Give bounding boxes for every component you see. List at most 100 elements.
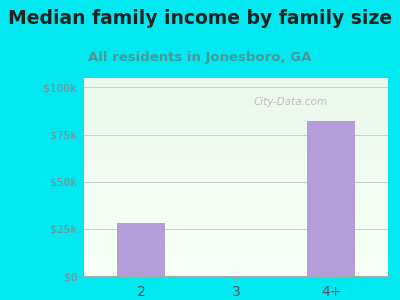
Bar [84,264,388,266]
Bar [84,214,388,217]
Bar [84,266,388,268]
Bar [84,80,388,82]
Bar [84,120,388,122]
Bar [84,230,388,232]
Bar [84,179,388,181]
Bar [84,124,388,125]
Bar [84,102,388,104]
Bar [84,199,388,201]
Bar [84,116,388,118]
Bar [84,173,388,175]
Bar [84,84,388,86]
Bar [84,183,388,185]
Bar [84,256,388,258]
Bar [84,131,388,134]
Bar [84,82,388,84]
Bar [84,270,388,272]
Bar [84,189,388,191]
Bar [84,108,388,110]
Bar [84,217,388,219]
Bar [84,268,388,270]
Bar [84,100,388,102]
Bar [84,181,388,183]
Bar [84,118,388,120]
Bar [84,104,388,106]
Bar [84,219,388,220]
Bar [84,125,388,128]
Bar [84,213,388,214]
Bar [84,137,388,140]
Bar [84,195,388,197]
Bar [84,234,388,236]
Bar [84,122,388,124]
Bar [84,161,388,163]
Bar [84,88,388,90]
Bar [84,260,388,262]
Bar [84,211,388,213]
Bar [84,90,388,92]
Bar [84,258,388,260]
Bar [84,187,388,189]
Bar [84,207,388,209]
Bar [84,155,388,157]
Bar [84,201,388,203]
Bar [84,141,388,143]
Bar [84,110,388,112]
Bar [84,177,388,179]
Text: Median family income by family size: Median family income by family size [8,9,392,28]
Bar [84,153,388,155]
Bar [84,191,388,193]
Bar [84,96,388,98]
Bar [84,143,388,145]
Bar [84,134,388,135]
Bar [84,149,388,151]
Bar [84,274,388,276]
Text: All residents in Jonesboro, GA: All residents in Jonesboro, GA [88,51,312,64]
Bar [84,220,388,223]
Bar [84,157,388,159]
Bar [84,147,388,149]
Bar [84,175,388,177]
Bar [84,145,388,147]
Bar [84,205,388,207]
Bar [84,128,388,130]
Bar [84,252,388,254]
Bar [84,94,388,96]
Bar [84,106,388,108]
Bar [84,140,388,141]
Bar [84,246,388,248]
Bar [84,250,388,252]
Bar [84,171,388,173]
Bar [84,209,388,211]
Bar [84,248,388,250]
Text: City-Data.com: City-Data.com [254,97,328,107]
Bar [84,135,388,137]
Bar [84,272,388,274]
Bar [84,78,388,80]
Bar [84,165,388,167]
Bar [84,112,388,114]
Bar [84,229,388,230]
Bar [84,130,388,131]
Bar [84,197,388,199]
Bar [84,86,388,88]
Bar [84,240,388,242]
Bar [84,238,388,240]
Bar [307,122,355,276]
Bar [84,254,388,256]
Bar [84,159,388,161]
Bar [84,203,388,205]
Bar [84,185,388,187]
Bar [84,193,388,195]
Bar [84,224,388,226]
Bar [84,244,388,246]
Bar [84,92,388,94]
Bar [84,226,388,229]
Bar [84,169,388,171]
Bar [84,163,388,165]
Bar [84,114,388,116]
Bar [84,223,388,224]
Bar [117,223,165,276]
Bar [84,167,388,169]
Bar [84,151,388,153]
